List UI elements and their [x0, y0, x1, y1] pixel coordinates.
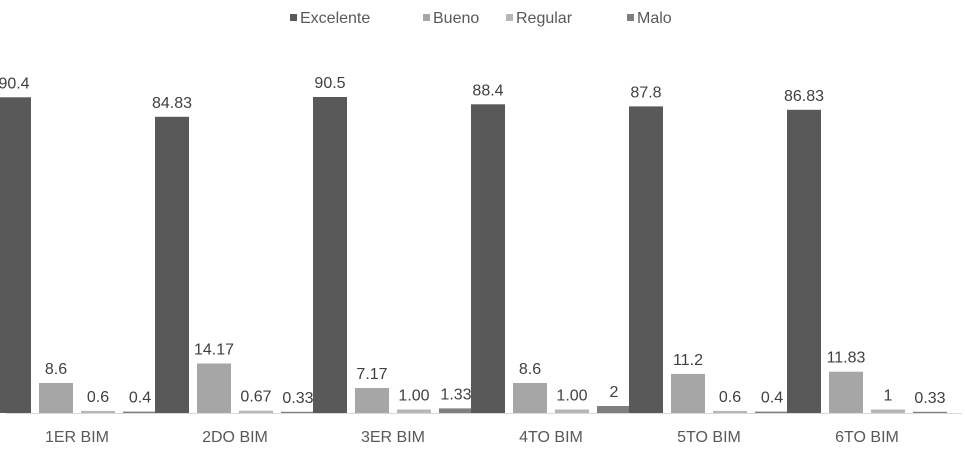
legend-label-excelente: Excelente: [300, 10, 370, 27]
bar-regular-3: [397, 409, 431, 413]
bar-excelente-4: [471, 104, 505, 414]
data-label-bueno-3: 7.17: [356, 366, 387, 383]
bar-regular-5: [713, 410, 747, 413]
bar-regular-2: [239, 410, 273, 413]
bar-malo-5: [755, 411, 789, 413]
data-label-malo-5: 0.4: [761, 390, 783, 407]
bar-excelente-2: [155, 116, 189, 414]
data-label-regular-5: 0.6: [719, 389, 741, 406]
bar-malo-1: [123, 411, 157, 413]
data-label-regular-4: 1.00: [556, 388, 587, 405]
legend-label-bueno: Bueno: [433, 10, 479, 27]
data-label-regular-2: 0.67: [240, 389, 271, 406]
x-tick-label: 6TO BIM: [835, 429, 899, 446]
bar-malo-2: [281, 411, 315, 413]
bar-malo-3: [439, 408, 473, 413]
bar-bueno-4: [513, 383, 547, 413]
x-tick-label: 5TO BIM: [677, 429, 741, 446]
legend-swatch-excelente: [290, 14, 297, 21]
bar-excelente-6: [787, 109, 821, 414]
data-label-regular-6: 1: [884, 388, 893, 405]
data-label-excelente-4: 88.4: [472, 82, 503, 99]
bar-bueno-2: [197, 363, 231, 413]
x-tick-label: 1ER BIM: [45, 429, 109, 446]
data-label-bueno-2: 14.17: [194, 342, 234, 359]
bar-bueno-1: [39, 383, 73, 413]
data-labels: 90.4 8.6 0.6 0.4 84.83 14.17 0.67 0.33 90.5 7.17 1…: [0, 75, 946, 407]
data-label-bueno-6: 11.83: [827, 350, 866, 367]
data-label-regular-3: 1.00: [398, 388, 429, 405]
bar-excelente-1: [0, 97, 31, 414]
x-tick-label: 2DO BIM: [202, 429, 268, 446]
x-tick-label: 3ER BIM: [361, 429, 425, 446]
data-label-malo-3: 1.33: [440, 386, 471, 403]
x-tick-label: 4TO BIM: [519, 429, 583, 446]
bar-excelente-5: [629, 106, 663, 414]
bar-malo-4: [597, 406, 631, 413]
legend-swatch-malo: [627, 14, 634, 21]
data-label-excelente-5: 87.8: [630, 84, 661, 101]
bar-bueno-5: [671, 373, 705, 413]
bar-bueno-3: [355, 388, 389, 413]
legend-swatch-bueno: [423, 14, 430, 21]
data-label-excelente-1: 90.4: [0, 75, 30, 92]
legend-label-malo: Malo: [637, 10, 672, 27]
data-label-regular-1: 0.6: [87, 389, 109, 406]
data-label-bueno-5: 11.2: [673, 352, 703, 369]
bar-excelente-3: [313, 97, 347, 413]
data-label-bueno-4: 8.6: [519, 361, 541, 378]
bar-regular-6: [871, 409, 905, 413]
data-label-malo-1: 0.4: [129, 390, 151, 407]
x-axis-tick-labels: 1ER BIM 2DO BIM 3ER BIM 4TO BIM 5TO BIM 6TO B…: [45, 429, 899, 446]
data-label-bueno-1: 8.6: [45, 361, 67, 378]
data-label-malo-6: 0.33: [914, 390, 945, 407]
data-label-excelente-2: 84.83: [152, 95, 192, 112]
legend: Excelente Bueno Regular Malo: [290, 10, 672, 27]
bars: [0, 97, 947, 414]
data-label-excelente-6: 86.83: [784, 88, 824, 105]
legend-label-regular: Regular: [516, 10, 573, 27]
bar-regular-1: [81, 410, 115, 413]
data-label-malo-4: 2: [610, 384, 619, 401]
data-label-excelente-3: 90.5: [314, 75, 345, 92]
bar-regular-4: [555, 409, 589, 413]
data-label-malo-2: 0.33: [282, 390, 313, 407]
bar-bueno-6: [829, 371, 863, 413]
bar-malo-6: [913, 411, 947, 413]
legend-swatch-regular: [506, 14, 513, 21]
